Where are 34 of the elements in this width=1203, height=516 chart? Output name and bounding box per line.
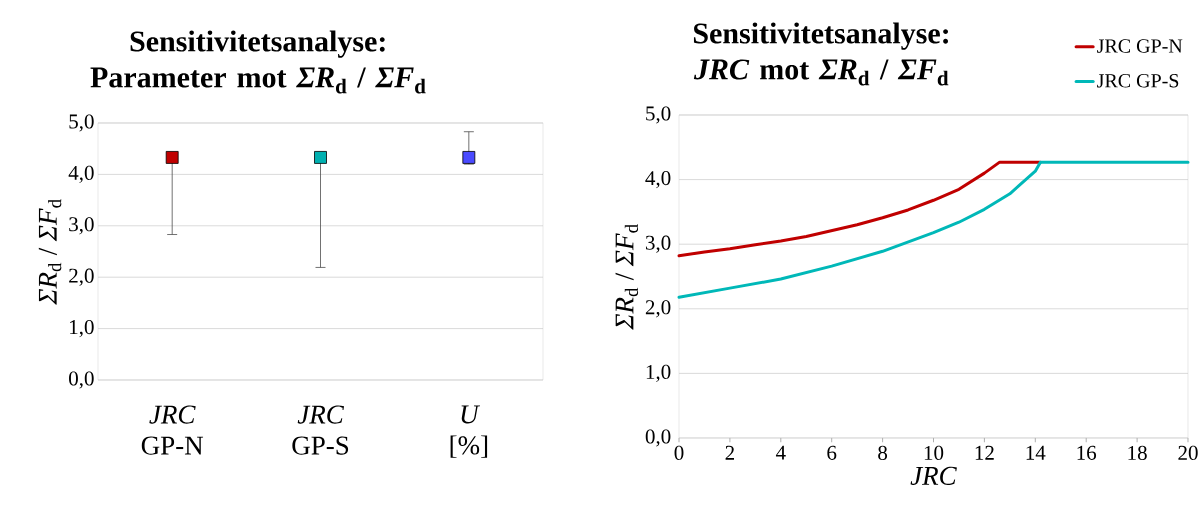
legend-label: JRC GP-S — [1097, 74, 1179, 88]
y-axis-title: ΣR$_{d}$ / ΣF$_{d}$ — [615, 224, 639, 330]
y-tick-label: 0,0 — [69, 371, 94, 389]
x-tick-label: 14 — [1026, 445, 1046, 460]
x-tick-label: 18 — [1128, 445, 1147, 460]
x-axis-title: JRC — [910, 466, 957, 485]
x-tick-label: 2 — [725, 445, 734, 460]
legend-label: JRC GP-N — [1097, 39, 1183, 53]
y-tick-label: 4,0 — [645, 171, 671, 189]
y-tick-label: 2,0 — [645, 300, 671, 318]
y-tick-label: 5,0 — [646, 106, 671, 124]
chart-title: Sensitivitetsanalyse: JRC mot ΣR$_{d}$ / ΣF$_{d}$ — [693, 22, 949, 86]
x-tick-label: 4 — [775, 445, 786, 460]
y-tick-label: 1,0 — [646, 364, 671, 382]
x-tick-label: 20 — [1178, 445, 1198, 460]
y-tick-label: 1,0 — [70, 320, 94, 338]
y-tick-label: 5,0 — [69, 114, 94, 132]
y-tick-label: 2,0 — [69, 268, 94, 286]
y-tick-label: 3,0 — [645, 235, 671, 253]
line-series — [677, 160, 1190, 299]
x-tick-label: JRC GP-N — [141, 405, 204, 455]
x-tick-label: 10 — [924, 445, 944, 460]
x-tick-label: 16 — [1077, 445, 1097, 460]
x-tick-label: 0 — [674, 445, 684, 460]
y-tick-label: 4,0 — [68, 165, 94, 183]
chart-title: Sensitivitetsanalyse: Parameter mot ΣR$_{d}$ / ΣF$_{d}$ — [90, 30, 426, 94]
x-tick-label: 8 — [878, 445, 888, 460]
y-axis-title: ΣR$_{d}$ / ΣF$_{d}$ — [38, 199, 62, 305]
x-tick-label: 12 — [975, 445, 994, 460]
y-tick-label: 0,0 — [645, 429, 671, 447]
x-tick-label: 6 — [827, 445, 837, 460]
x-tick-label: U [%] — [450, 405, 488, 458]
x-tick-label: JRC GP-S — [292, 405, 349, 455]
y-tick-label: 3,0 — [69, 217, 94, 235]
